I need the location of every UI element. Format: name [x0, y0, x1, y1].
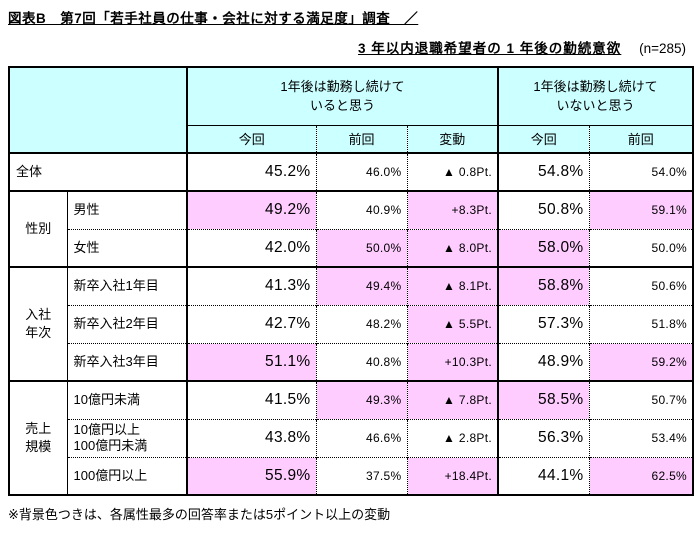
data-cell: ▲ 5.5Pt.: [406, 304, 498, 343]
data-cell: 43.8%: [186, 418, 316, 457]
row-label-sales-mid: 10億円以上 100億円未満: [67, 418, 187, 457]
data-cell: ▲ 8.0Pt.: [406, 228, 498, 267]
data-cell: 51.8%: [588, 304, 694, 343]
column-group-not-continue: 1年後は勤務し続けて いないと思う: [496, 67, 694, 126]
table-row-female: 女性 42.0% 50.0% ▲ 8.0Pt. 58.0% 50.0%: [9, 228, 694, 267]
data-cell: 41.5%: [186, 380, 316, 419]
data-cell: 58.0%: [497, 228, 589, 267]
data-cell: 49.3%: [315, 380, 407, 419]
data-cell: 54.8%: [497, 152, 589, 191]
row-label-male: 男性: [67, 190, 187, 229]
data-cell: +10.3Pt.: [406, 342, 498, 381]
data-cell: 58.5%: [497, 380, 589, 419]
satisfaction-table: 1年後は勤務し続けて いると思う 1年後は勤務し続けて いないと思う 今回 前回…: [8, 66, 695, 496]
category-gender: 性別: [9, 190, 68, 267]
row-label-sales-large: 100億円以上: [67, 456, 187, 495]
row-label-overall: 全体: [9, 152, 187, 191]
corner-cell: [9, 67, 188, 153]
subheader-previous-1: 前回: [315, 125, 407, 153]
figure-subtitle: 3 年以内退職希望者の 1 年後の勤続意欲: [358, 41, 622, 56]
data-cell: 46.6%: [315, 418, 407, 457]
header-sub-row: 今回 前回 変動 今回 前回: [9, 125, 694, 153]
data-cell: 48.9%: [497, 342, 589, 381]
table-row-sales-large: 100億円以上 55.9% 37.5% +18.4Pt. 44.1% 62.5%: [9, 456, 694, 495]
table-row-year3: 新卒入社3年目 51.1% 40.8% +10.3Pt. 48.9% 59.2%: [9, 342, 694, 381]
table-row-overall: 全体 45.2% 46.0% ▲ 0.8Pt. 54.8% 54.0%: [9, 152, 694, 191]
category-tenure: 入社 年次: [9, 266, 68, 381]
table-row-sales-small: 売上 規模 10億円未満 41.5% 49.3% ▲ 7.8Pt. 58.5% …: [9, 380, 694, 495]
data-cell: 41.3%: [186, 266, 316, 305]
data-cell: 42.7%: [186, 304, 316, 343]
data-cell: 44.1%: [497, 456, 589, 495]
table-row-sales-mid: 10億円以上 100億円未満 43.8% 46.6% ▲ 2.8Pt. 56.3…: [9, 418, 694, 457]
data-cell: 50.0%: [315, 228, 407, 267]
row-label-year2: 新卒入社2年目: [67, 304, 187, 343]
data-cell: 49.4%: [315, 266, 407, 305]
data-cell: 50.0%: [588, 228, 694, 267]
data-cell: 40.9%: [315, 190, 407, 229]
data-cell: 57.3%: [497, 304, 589, 343]
row-label-year1: 新卒入社1年目: [67, 266, 187, 305]
data-cell: 45.2%: [186, 152, 316, 191]
data-cell: ▲ 7.8Pt.: [406, 380, 498, 419]
data-cell: 49.2%: [186, 190, 316, 229]
data-cell: 51.1%: [186, 342, 316, 381]
data-cell: 54.0%: [588, 152, 694, 191]
data-cell: 59.2%: [588, 342, 694, 381]
subheader-change: 変動: [406, 125, 498, 153]
data-cell: 37.5%: [315, 456, 407, 495]
figure-title: 図表B 第7回「若手社員の仕事・会社に対する満足度」調査 ／: [8, 11, 419, 26]
data-cell: ▲ 2.8Pt.: [406, 418, 498, 457]
data-cell: 42.0%: [186, 228, 316, 267]
table-row-male: 性別 男性 49.2% 40.9% +8.3Pt. 50.8% 59.1%: [9, 190, 694, 267]
data-cell: 53.4%: [588, 418, 694, 457]
data-cell: 46.0%: [315, 152, 407, 191]
sample-size: (n=285): [639, 41, 686, 56]
data-cell: ▲ 0.8Pt.: [406, 152, 498, 191]
footnote: ※背景色つきは、各属性最多の回答率または5ポイント以上の変動: [8, 507, 391, 522]
subheader-previous-2: 前回: [588, 125, 694, 153]
data-cell: 56.3%: [497, 418, 589, 457]
data-cell: 62.5%: [588, 456, 694, 495]
data-cell: ▲ 8.1Pt.: [406, 266, 498, 305]
row-label-year3: 新卒入社3年目: [67, 342, 187, 381]
row-label-sales-small: 10億円未満: [67, 380, 187, 419]
data-cell: 58.8%: [497, 266, 589, 305]
table-row-year2: 新卒入社2年目 42.7% 48.2% ▲ 5.5Pt. 57.3% 51.8%: [9, 304, 694, 343]
data-cell: 50.8%: [497, 190, 589, 229]
table-row-year1: 入社 年次 新卒入社1年目 41.3% 49.4% ▲ 8.1Pt. 58.8%…: [9, 266, 694, 381]
data-cell: 50.6%: [588, 266, 694, 305]
row-label-female: 女性: [67, 228, 187, 267]
data-cell: 48.2%: [315, 304, 407, 343]
column-group-continue: 1年後は勤務し続けて いると思う: [187, 67, 498, 126]
data-cell: 40.8%: [315, 342, 407, 381]
subtitle-row: 3 年以内退職希望者の 1 年後の勤続意欲 (n=285): [0, 37, 692, 57]
data-cell: 59.1%: [588, 190, 694, 229]
subheader-current-2: 今回: [497, 125, 589, 153]
data-cell: 50.7%: [588, 380, 694, 419]
header-group-row: 1年後は勤務し続けて いると思う 1年後は勤務し続けて いないと思う: [9, 67, 694, 153]
data-cell: +8.3Pt.: [406, 190, 498, 229]
category-sales: 売上 規模: [9, 380, 68, 495]
data-cell: +18.4Pt.: [406, 456, 498, 495]
subheader-current-1: 今回: [187, 125, 316, 153]
data-cell: 55.9%: [186, 456, 316, 495]
